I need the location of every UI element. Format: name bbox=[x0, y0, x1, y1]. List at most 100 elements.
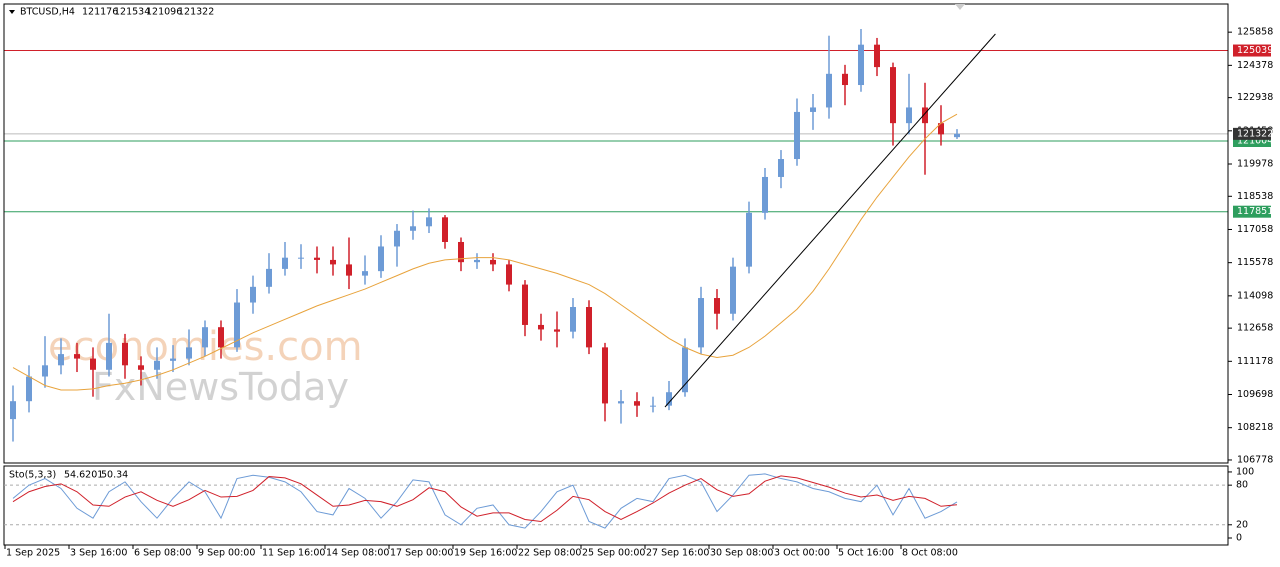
x-tick-label: 3 Sep 16:00 bbox=[70, 548, 127, 559]
x-tick-label: 11 Sep 16:00 bbox=[262, 548, 325, 559]
candle-body bbox=[90, 358, 96, 370]
candle-body bbox=[442, 217, 448, 242]
stoch-tick-label: 80 bbox=[1236, 480, 1248, 491]
candle-body bbox=[506, 264, 512, 285]
candle-body bbox=[186, 347, 192, 359]
candle-body bbox=[346, 264, 352, 276]
candle-body bbox=[682, 347, 688, 393]
candle-body bbox=[538, 324, 544, 330]
candle-body bbox=[746, 212, 752, 267]
candle-body bbox=[106, 342, 112, 370]
candle-body bbox=[650, 405, 656, 407]
level-label: 117851 bbox=[1237, 206, 1273, 217]
y-tick-label: 124378 bbox=[1237, 60, 1273, 71]
y-tick-label: 122938 bbox=[1237, 92, 1273, 103]
candle-body bbox=[522, 284, 528, 325]
candle-body bbox=[58, 354, 64, 366]
candle-body bbox=[666, 392, 672, 406]
candle-body bbox=[634, 401, 640, 406]
candle-body bbox=[698, 298, 704, 348]
candle-body bbox=[426, 217, 432, 227]
candle-body bbox=[570, 307, 576, 332]
candle-body bbox=[42, 365, 48, 377]
x-tick-label: 27 Sep 16:00 bbox=[646, 548, 709, 559]
x-tick-label: 19 Sep 16:00 bbox=[454, 548, 517, 559]
menu-arrow bbox=[9, 10, 15, 14]
main-frame bbox=[3, 3, 1229, 464]
candle-body bbox=[826, 73, 832, 108]
candle-body bbox=[10, 401, 16, 420]
candle-body bbox=[778, 159, 784, 177]
candle-body bbox=[298, 257, 304, 259]
current-price-label: 121322 bbox=[1237, 128, 1273, 139]
level-label: 121004 bbox=[1237, 135, 1273, 146]
x-tick-label: 3 Oct 00:00 bbox=[774, 548, 830, 559]
stoch-tick-label: 100 bbox=[1236, 466, 1254, 477]
watermark-text: FxNewsToday bbox=[92, 365, 349, 409]
x-tick-label: 9 Sep 00:00 bbox=[198, 548, 255, 559]
candle-body bbox=[954, 133, 960, 138]
candle-body bbox=[154, 360, 160, 370]
candle-body bbox=[218, 327, 224, 348]
candle-body bbox=[122, 342, 128, 366]
level-label-box bbox=[1233, 44, 1271, 57]
candle-body bbox=[618, 401, 624, 404]
candle-body bbox=[250, 286, 256, 303]
indicator-frame bbox=[3, 465, 1229, 546]
candle-body bbox=[362, 271, 368, 276]
candle-body bbox=[266, 268, 272, 287]
candle-body bbox=[762, 176, 768, 213]
candle-body bbox=[810, 107, 816, 112]
candle-body bbox=[602, 347, 608, 404]
candle-body bbox=[26, 376, 32, 402]
x-tick-label: 1 Sep 2025 bbox=[6, 548, 60, 559]
y-tick-label: 119978 bbox=[1237, 159, 1273, 170]
y-tick-label: 112658 bbox=[1237, 323, 1273, 334]
y-tick-label: 111178 bbox=[1237, 356, 1273, 367]
candle-body bbox=[410, 226, 416, 231]
y-tick-label: 117058 bbox=[1237, 224, 1273, 235]
candle-body bbox=[874, 44, 880, 68]
candle-body bbox=[858, 44, 864, 86]
x-tick-label: 22 Sep 08:00 bbox=[518, 548, 581, 559]
candle-body bbox=[794, 111, 800, 160]
candle-body bbox=[282, 257, 288, 269]
symbol: BTCUSD,H4 bbox=[20, 7, 75, 18]
stoch-line bbox=[12, 475, 958, 523]
y-tick-label: 106778 bbox=[1237, 454, 1273, 465]
y-tick-label: 114098 bbox=[1237, 290, 1273, 301]
y-tick-label: 125858 bbox=[1237, 27, 1273, 38]
stoch-line bbox=[12, 473, 958, 529]
stoch-tick-label: 0 bbox=[1236, 532, 1242, 543]
candle-body bbox=[74, 354, 80, 359]
stoch-name: Sto(5,3,3) bbox=[9, 470, 56, 481]
high-value: 121534 bbox=[114, 7, 150, 18]
candle-body bbox=[890, 67, 896, 124]
y-tick-label: 115578 bbox=[1237, 257, 1273, 268]
level-label-box bbox=[1233, 205, 1271, 218]
candle-body bbox=[394, 230, 400, 247]
candle-body bbox=[234, 302, 240, 348]
candle-body bbox=[490, 259, 496, 265]
x-tick-label: 25 Sep 00:00 bbox=[582, 548, 645, 559]
open-value: 121176 bbox=[82, 7, 118, 18]
trendline bbox=[664, 33, 996, 408]
low-value: 121096 bbox=[146, 7, 182, 18]
x-tick-label: 8 Oct 08:00 bbox=[902, 548, 958, 559]
y-tick-label: 108218 bbox=[1237, 422, 1273, 433]
candle-body bbox=[938, 123, 944, 135]
candle-body bbox=[730, 266, 736, 314]
candle-body bbox=[842, 73, 848, 86]
candle-body bbox=[314, 257, 320, 260]
candle-body bbox=[474, 259, 480, 263]
candle-body bbox=[922, 107, 928, 124]
candle-body bbox=[714, 298, 720, 314]
candle-body bbox=[170, 358, 176, 361]
x-tick-label: 17 Sep 00:00 bbox=[390, 548, 453, 559]
y-tick-label: 118538 bbox=[1237, 191, 1273, 202]
x-tick-label: 14 Sep 08:00 bbox=[326, 548, 389, 559]
x-tick-label: 30 Sep 08:00 bbox=[710, 548, 773, 559]
candle-body bbox=[378, 246, 384, 272]
